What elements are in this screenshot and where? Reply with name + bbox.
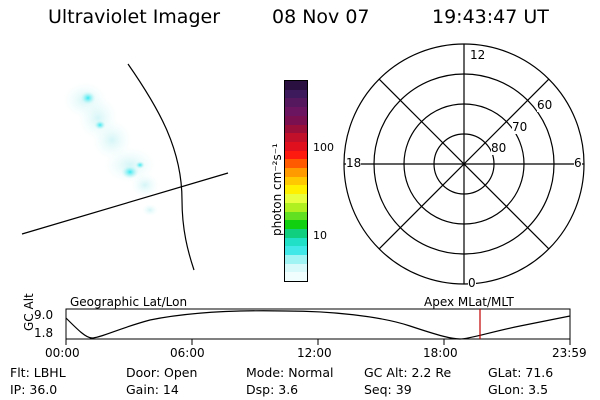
colorbar-segment [285,211,307,221]
x-axis-ticks [65,339,571,345]
colorbar-segment [285,176,307,186]
polar-diagonal-2 [378,78,550,250]
colorbar-segment [285,159,307,169]
colorbar-segment [285,272,307,282]
x-tick-2359: 23:59 [552,346,587,360]
polar-label-0: 0 [468,276,476,290]
colorbar-segment [285,185,307,195]
colorbar-segment [285,228,307,238]
polar-label-12: 12 [470,48,486,62]
geographic-latlon-title: Geographic Lat/Lon [70,295,188,309]
status-ip: IP: 36.0 [10,382,58,397]
colorbar-segment [285,141,307,151]
polar-ring-80 [433,133,495,195]
x-tick-0600: 06:00 [170,346,205,360]
status-gc-alt: GC Alt: 2.2 Re [364,365,452,380]
colorbar-segment [285,150,307,160]
colorbar-segment [285,89,307,99]
polar-label-60: 60 [537,98,553,112]
colorbar-segment [285,220,307,229]
colorbar-segment [285,246,307,256]
polar-ring-70 [403,103,525,225]
colorbar-segment [285,133,307,142]
colorbar-tick-100: 100 [313,141,334,154]
status-glon: GLon: 3.5 [488,382,549,397]
colorbar-unit-label: photon cm⁻²s⁻¹ [270,143,284,236]
colorbar-segment [285,202,307,212]
colorbar-segment [285,115,307,125]
altitude-strip-frame [65,308,571,340]
date-label: 08 Nov 07 [272,6,370,28]
polar-diagonal-1 [378,78,550,250]
polar-label-70: 70 [512,120,528,134]
colorbar-segment [285,107,307,116]
apex-mlat-mlt-title: Apex MLat/MLT [424,295,514,309]
colorbar-segment [285,81,307,90]
colorbar-segment [285,194,307,203]
colorbar-segment [285,237,307,247]
polar-label-6: 6 [574,156,582,170]
alt-tick-9: 9.0 [34,308,54,322]
geo-meridian-line [127,63,195,271]
time-label: 19:43:47 UT [432,6,549,28]
colorbar-segment [285,255,307,264]
instrument-title: Ultraviolet Imager [48,6,221,28]
polar-ring-60 [373,73,555,255]
status-filter: Flt: LBHL [10,365,66,380]
geo-parallel-line [21,172,229,235]
status-seq: Seq: 39 [364,382,412,397]
colorbar-segment [285,124,307,134]
polar-label-80: 80 [491,141,507,155]
status-gain: Gain: 14 [126,382,179,397]
colorbar-segment [285,263,307,273]
polar-label-18: 18 [346,156,362,170]
colorbar-tick-10: 10 [313,229,327,242]
alt-tick-1-8: 1.8 [34,326,54,340]
status-door: Door: Open [126,365,198,380]
polar-ring-outer [343,43,585,285]
x-tick-1800: 18:00 [423,346,458,360]
status-glat: GLat: 71.6 [488,365,554,380]
status-dsp: Dsp: 3.6 [246,382,299,397]
status-mode: Mode: Normal [246,365,334,380]
x-tick-1200: 12:00 [297,346,332,360]
colorbar-segment [285,168,307,177]
colorbar [284,80,308,282]
aurora-emission [63,82,159,216]
altitude-curve [65,310,571,340]
x-tick-0000: 00:00 [45,346,80,360]
colorbar-segment [285,98,307,108]
